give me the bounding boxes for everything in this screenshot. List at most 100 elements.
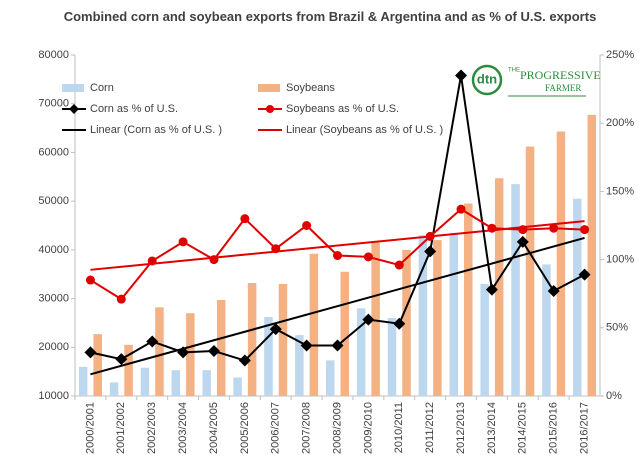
marker	[393, 317, 406, 330]
logo-ring	[471, 64, 503, 96]
x-tick-label: 2015/2016	[548, 402, 560, 454]
bar	[78, 366, 88, 396]
bar	[295, 335, 304, 396]
marker	[580, 225, 590, 235]
bar	[264, 317, 273, 396]
marker	[362, 313, 375, 326]
marker	[549, 223, 559, 233]
marker	[516, 235, 529, 248]
marker	[487, 223, 497, 233]
logo-mark: dtn	[477, 71, 497, 86]
marker	[547, 284, 560, 297]
marker	[333, 251, 342, 261]
legend-marker	[266, 105, 274, 113]
legend-label: Soybeans as % of U.S.	[286, 103, 399, 115]
bar	[464, 203, 473, 396]
bar	[340, 271, 349, 396]
legend-marker	[69, 104, 79, 114]
marker	[455, 69, 468, 82]
logo-name: PROGRESSIVE	[520, 68, 601, 82]
marker	[578, 268, 591, 281]
bar	[171, 370, 181, 396]
marker	[302, 221, 312, 230]
bar	[587, 114, 597, 396]
bar	[525, 146, 535, 396]
bar	[140, 367, 150, 396]
marker	[425, 231, 435, 241]
bar	[573, 198, 582, 396]
plot: 10000 20000 30000 40000 50000 60000 70000 80000…	[38, 49, 634, 454]
trend-line	[90, 236, 585, 376]
bar	[202, 370, 211, 396]
x-tick-label: 2011/2012	[424, 402, 436, 453]
chart-title: Combined corn and soybean exports from B…	[63, 9, 597, 24]
marker	[424, 245, 437, 258]
bar	[109, 382, 119, 396]
x-tick-label: 2006/2007	[270, 402, 282, 454]
bar	[387, 318, 397, 396]
x-tick-label: 2014/2015	[517, 402, 529, 454]
marker	[207, 344, 220, 357]
y2-tick-label: 0%	[606, 390, 622, 402]
bar	[155, 307, 164, 396]
bar	[216, 300, 226, 396]
marker	[394, 260, 404, 270]
y2-tick-label: 200%	[606, 117, 634, 129]
bar	[371, 242, 380, 396]
marker	[178, 237, 188, 247]
y-tick-label: 70000	[38, 98, 69, 110]
bar	[494, 178, 504, 396]
bar	[511, 184, 520, 396]
marker	[116, 294, 126, 304]
x-tick-label: 2008/2009	[331, 402, 343, 454]
logo: dtn THE PROGRESSIVE FARMER	[471, 64, 601, 97]
marker	[240, 214, 250, 224]
legend-label: Corn	[90, 82, 114, 94]
bar	[480, 283, 489, 396]
y-tick-label: 10000	[38, 390, 69, 402]
x-tick-label: 2002/2003	[146, 402, 158, 454]
legend-label: Linear (Soybeans as % of U.S. )	[286, 124, 443, 136]
y-tick-label: 30000	[38, 292, 69, 304]
x-tick-label: 2016/2017	[578, 402, 590, 454]
bar	[247, 282, 257, 396]
bar	[186, 313, 195, 396]
x-tick-label: 2010/2011	[393, 402, 405, 453]
x-tick-label: 2001/2002	[115, 402, 127, 454]
bar	[402, 249, 411, 396]
marker	[115, 353, 128, 366]
bar	[326, 360, 335, 396]
x-tick-label: 2012/2013	[455, 402, 467, 454]
y2-tick-label: 250%	[606, 49, 634, 61]
x-tick-label: 2000/2001	[84, 402, 96, 454]
marker	[456, 204, 466, 214]
y-tick-label: 20000	[38, 341, 69, 353]
y-tick-label: 80000	[38, 49, 69, 61]
logo-suffix: FARMER	[545, 83, 581, 93]
bar	[433, 240, 442, 396]
legend: Corn Soybeans Corn as % of U.S. Soybeans as…	[62, 82, 443, 136]
marker	[146, 335, 159, 348]
bar	[542, 264, 551, 396]
legend-swatch	[62, 84, 84, 92]
bar	[356, 308, 366, 396]
y2-tick-label: 50%	[606, 322, 628, 334]
marker	[238, 354, 251, 367]
bar	[233, 377, 242, 396]
logo-prefix: THE	[508, 68, 520, 74]
y-tick-label: 40000	[38, 244, 69, 256]
bar	[556, 131, 566, 396]
x-tick-label: 2007/2008	[301, 402, 313, 454]
legend-label: Corn as % of U.S.	[90, 103, 178, 115]
bar	[93, 334, 102, 396]
legend-label: Linear (Corn as % of U.S. )	[90, 124, 222, 136]
y2-tick-label: 100%	[606, 254, 634, 266]
bar	[418, 235, 428, 396]
x-tick-label: 2005/2006	[239, 402, 251, 454]
y-tick-label: 60000	[38, 146, 69, 158]
x-tick-label: 2009/2010	[362, 402, 374, 454]
marker	[84, 346, 97, 359]
marker	[269, 323, 282, 336]
bar	[124, 344, 133, 396]
